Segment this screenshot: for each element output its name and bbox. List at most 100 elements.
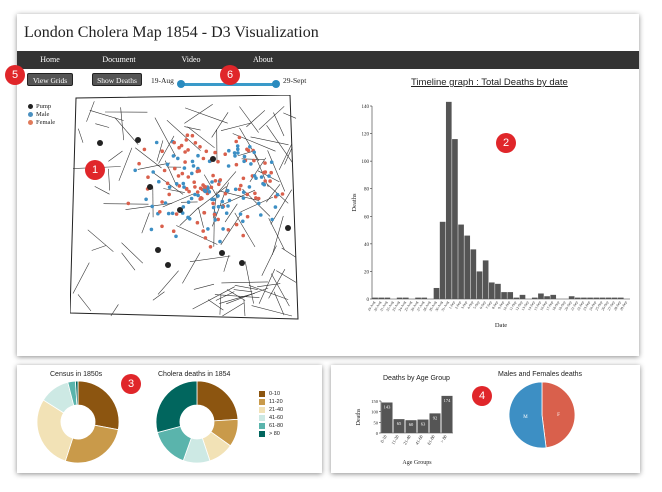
x-tick-label: 21-40	[402, 433, 412, 445]
death-point	[186, 175, 191, 179]
pie-slice	[196, 380, 239, 422]
street	[276, 270, 297, 283]
death-point	[246, 148, 251, 153]
street	[220, 122, 252, 131]
slider-handle-end[interactable]	[272, 80, 280, 88]
x-tick-label: 3-Sep	[460, 300, 468, 309]
timeline-chart: 0 20 40 60 80 100 120 140 19-Aug20-Aug21-Aug22-A…	[351, 101, 630, 329]
age-bar-chart: 0 50 100 150 143 0-10 65 11-20 60 21-40 63 41-60 92 6…	[356, 395, 453, 466]
bar	[393, 419, 405, 433]
street	[233, 289, 253, 293]
age-legend-swatch	[259, 414, 265, 421]
death-point	[184, 186, 189, 191]
x-tick-label: 21-Sep	[570, 300, 579, 311]
street	[162, 193, 194, 208]
death-point	[234, 222, 239, 227]
street	[249, 157, 267, 182]
bar	[421, 297, 428, 299]
death-point	[202, 210, 206, 215]
y-tick-label: 100	[371, 410, 379, 415]
pie-slice	[77, 380, 120, 431]
x-tick-label: 4-Sep	[467, 300, 475, 309]
death-point	[249, 162, 253, 166]
death-point	[166, 211, 171, 216]
death-point	[196, 193, 200, 198]
legend-male: Male	[28, 111, 49, 118]
slider-handle-start[interactable]	[177, 80, 185, 88]
nav-document[interactable]: Document	[102, 55, 136, 64]
death-points	[126, 133, 285, 249]
bar-value-label: 60	[409, 422, 414, 427]
street	[135, 147, 162, 169]
death-point	[185, 133, 190, 137]
bar	[495, 283, 501, 299]
nav-about[interactable]: About	[253, 55, 273, 64]
death-point	[216, 204, 221, 209]
death-point	[275, 192, 280, 197]
x-tick-label: 20-Aug	[373, 300, 382, 312]
bar-value-label: 143	[384, 404, 392, 409]
bar	[433, 287, 440, 299]
nav-video[interactable]: Video	[181, 55, 201, 64]
marker-badge-5: 5	[5, 65, 25, 85]
death-point	[241, 233, 245, 238]
timeline-title: Timeline graph : Total Deaths by date	[411, 77, 568, 88]
bar	[439, 221, 446, 299]
death-point	[174, 234, 178, 239]
street	[239, 127, 260, 162]
x-axis-label: Date	[495, 322, 507, 329]
nav-home[interactable]: Home	[40, 55, 60, 64]
death-point	[193, 192, 197, 197]
cholera-pie-chart	[155, 380, 239, 464]
death-point	[218, 239, 222, 244]
death-point	[176, 156, 180, 161]
census-pie-chart	[36, 380, 120, 464]
death-point	[211, 201, 215, 206]
app-title: London Cholera Map 1854 - D3 Visualizati…	[24, 24, 319, 41]
x-tick-label: 12-Sep	[515, 300, 524, 311]
bar	[381, 402, 393, 433]
death-point	[273, 205, 278, 209]
street	[108, 150, 123, 162]
death-point	[158, 210, 162, 214]
bar	[405, 420, 417, 433]
marker-badge-6: 6	[220, 65, 240, 85]
death-point	[198, 186, 203, 191]
death-point	[204, 149, 209, 154]
death-point	[176, 174, 181, 178]
x-tick-label: 0-10	[379, 433, 388, 443]
death-point	[182, 185, 186, 189]
bar	[574, 297, 581, 299]
age-legend-swatch	[259, 390, 265, 397]
death-point	[167, 192, 171, 197]
x-tick-label: 23-Sep	[582, 300, 591, 311]
x-tick-label: 13-Sep	[521, 300, 530, 311]
pie-slice	[75, 380, 79, 406]
cholera-street-map[interactable]	[70, 95, 305, 323]
street	[266, 125, 293, 163]
street	[118, 147, 133, 181]
census-title: Census in 1850s	[50, 371, 103, 378]
bar	[417, 419, 429, 433]
death-point	[162, 168, 167, 173]
death-point	[196, 153, 200, 158]
x-tick-label: 24-Sep	[589, 300, 598, 311]
street	[114, 117, 139, 145]
death-point	[177, 184, 182, 188]
street	[215, 291, 235, 301]
bar	[599, 297, 606, 299]
death-point	[212, 212, 217, 217]
x-tick-label: 61-80	[426, 433, 436, 445]
death-point	[149, 227, 154, 232]
death-point	[254, 196, 258, 200]
death-point	[181, 181, 186, 186]
street	[240, 196, 274, 213]
death-point	[226, 188, 230, 193]
death-point	[267, 174, 271, 178]
x-tick-label: 17-Sep	[546, 300, 555, 311]
death-point	[236, 151, 240, 155]
bar	[544, 296, 550, 299]
street	[158, 135, 175, 164]
show-deaths-button[interactable]: Show Deaths	[92, 73, 142, 86]
view-grids-button[interactable]: View Grids	[27, 73, 73, 86]
